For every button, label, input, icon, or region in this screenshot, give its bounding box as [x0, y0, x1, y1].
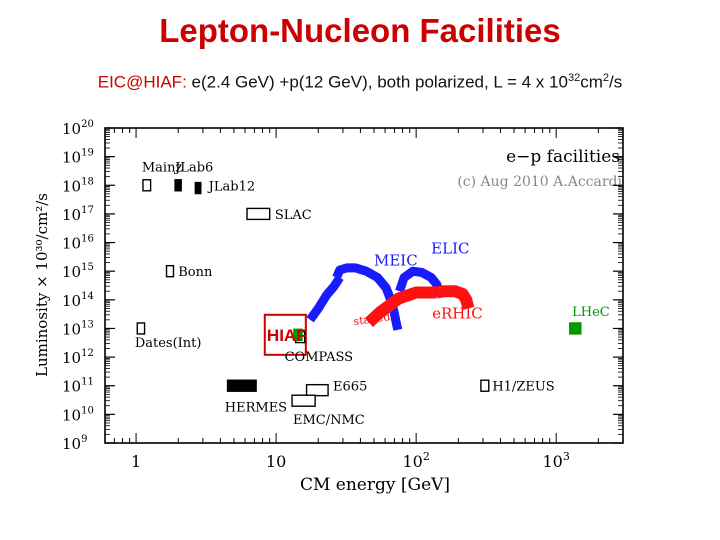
subtitle-exponent: 32	[567, 72, 581, 84]
curve-meic-low	[306, 275, 344, 323]
facility-marker-mainz	[142, 179, 152, 192]
subtitle-prefix: EIC@HIAF:	[97, 72, 187, 92]
facility-label-lhec: LHeC	[572, 305, 610, 320]
chart-credit: (c) Aug 2010 A.Accardi	[457, 174, 622, 190]
facility-marker-e665	[305, 383, 329, 397]
y-tick-label: 1014	[62, 291, 94, 310]
y-axis-label: Luminosity × 10³⁰/cm²/s	[33, 193, 51, 377]
chart-title: e−p facilities	[506, 147, 620, 167]
curve-label-elic: ELIC	[431, 239, 469, 257]
subtitle-tail: /s	[609, 72, 623, 92]
plot-frame	[104, 127, 624, 444]
y-tick-label: 1018	[62, 176, 94, 195]
x-axis-label: CM energy [GeV]	[300, 475, 450, 495]
facility-label-dates-int: Dates(Int)	[135, 336, 202, 351]
y-tick-label: 109	[62, 434, 87, 453]
facility-marker-hiaf	[293, 328, 303, 342]
curve-label-meic: MEIC	[374, 251, 418, 269]
hiaf-highlight-box	[263, 313, 307, 356]
y-tick-label: 1010	[62, 405, 94, 424]
y-tick-label: 1011	[62, 377, 94, 396]
y-tick-label: 1016	[62, 234, 94, 253]
facility-label-mainz: Mainz	[142, 161, 183, 176]
x-tick-label: 103	[543, 450, 570, 471]
y-tick-label: 1020	[62, 119, 94, 138]
facility-marker-jlab12	[194, 181, 202, 195]
slide-subtitle: EIC@HIAF: e(2.4 GeV) +p(12 GeV), both po…	[0, 72, 720, 93]
facility-label-jlab6: JLab6	[173, 161, 213, 176]
y-tick-label: 1012	[62, 348, 94, 367]
subtitle-unit: cm	[580, 72, 603, 92]
curve-label-erhic: eRHIC	[432, 305, 483, 323]
facility-marker-lhec	[569, 322, 582, 335]
facility-marker-jlab6	[174, 179, 182, 192]
facility-label-hermes: HERMES	[225, 400, 287, 415]
facility-marker-dates-int	[136, 322, 146, 335]
y-tick-label: 1015	[62, 262, 94, 281]
y-tick-label: 1019	[62, 148, 94, 167]
curve-label-staged: staged	[353, 310, 392, 328]
x-tick-label: 1	[131, 452, 141, 471]
facility-marker-hermes	[226, 379, 257, 392]
subtitle-unit-exponent: 2	[602, 72, 609, 84]
y-tick-label: 1017	[62, 205, 94, 224]
facility-marker-slac	[246, 207, 271, 221]
facility-label-slac: SLAC	[275, 208, 312, 223]
facility-label-hiaf: HIAF	[267, 326, 307, 345]
facility-marker-h1-zeus	[480, 379, 490, 392]
facility-marker-emc-nmc	[291, 394, 316, 407]
facility-label-e665: E665	[333, 380, 367, 395]
facility-label-jlab12: JLab12	[207, 179, 255, 194]
facility-marker-bonn	[165, 264, 175, 278]
facility-label-compass: COMPASS	[285, 350, 353, 365]
subtitle-text: e(2.4 GeV) +p(12 GeV), both polarized, L…	[186, 72, 568, 92]
x-tick-label: 10	[266, 452, 286, 471]
facility-label-bonn: Bonn	[178, 265, 213, 280]
curve-erhic	[435, 285, 475, 310]
curve-meic	[332, 263, 403, 331]
x-tick-label: 102	[402, 450, 429, 471]
y-tick-label: 1013	[62, 319, 94, 338]
facility-label-emc-nmc: EMC/NMC	[293, 413, 365, 428]
facility-label-h1-zeus: H1/ZEUS	[492, 380, 554, 395]
slide-title: Lepton-Nucleon Facilities	[159, 12, 561, 49]
curve-staged	[364, 286, 437, 328]
